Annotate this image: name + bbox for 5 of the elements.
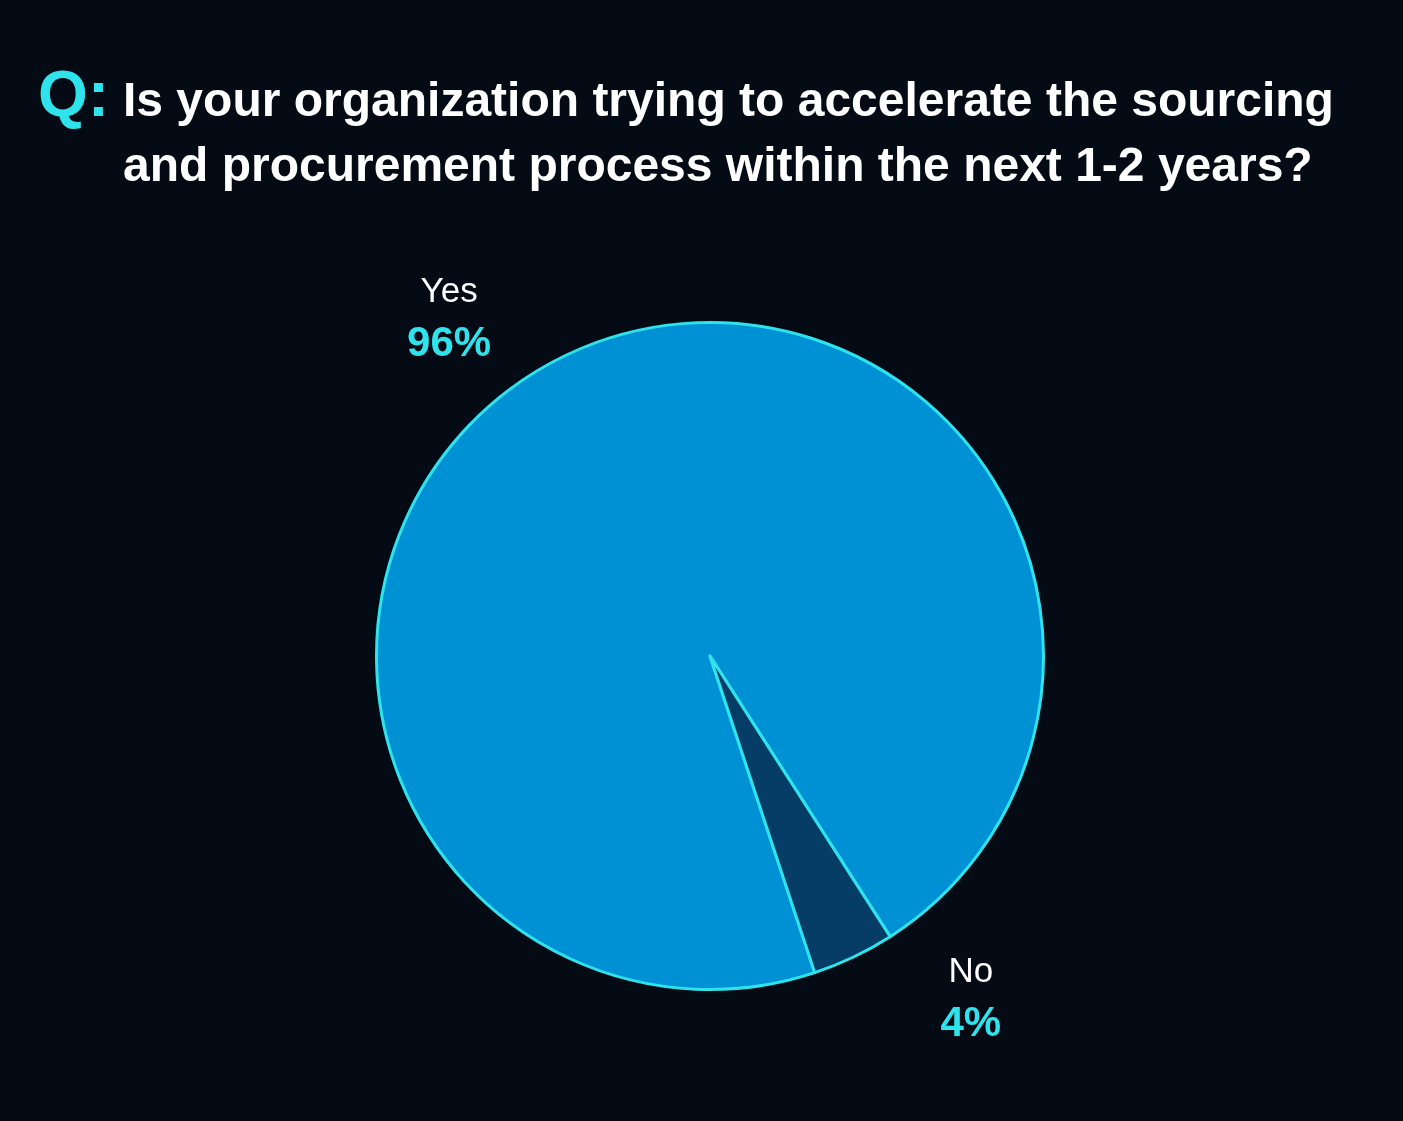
data-label: 4%	[940, 997, 1002, 1045]
slice-label: Yes	[420, 269, 478, 309]
chart-title: Q: Is your organization trying to accelerate the sourcing and procurement process within the next 1-2 years?	[38, 58, 1335, 193]
slice-label: No	[948, 949, 994, 989]
data-label: 96%	[407, 317, 492, 365]
